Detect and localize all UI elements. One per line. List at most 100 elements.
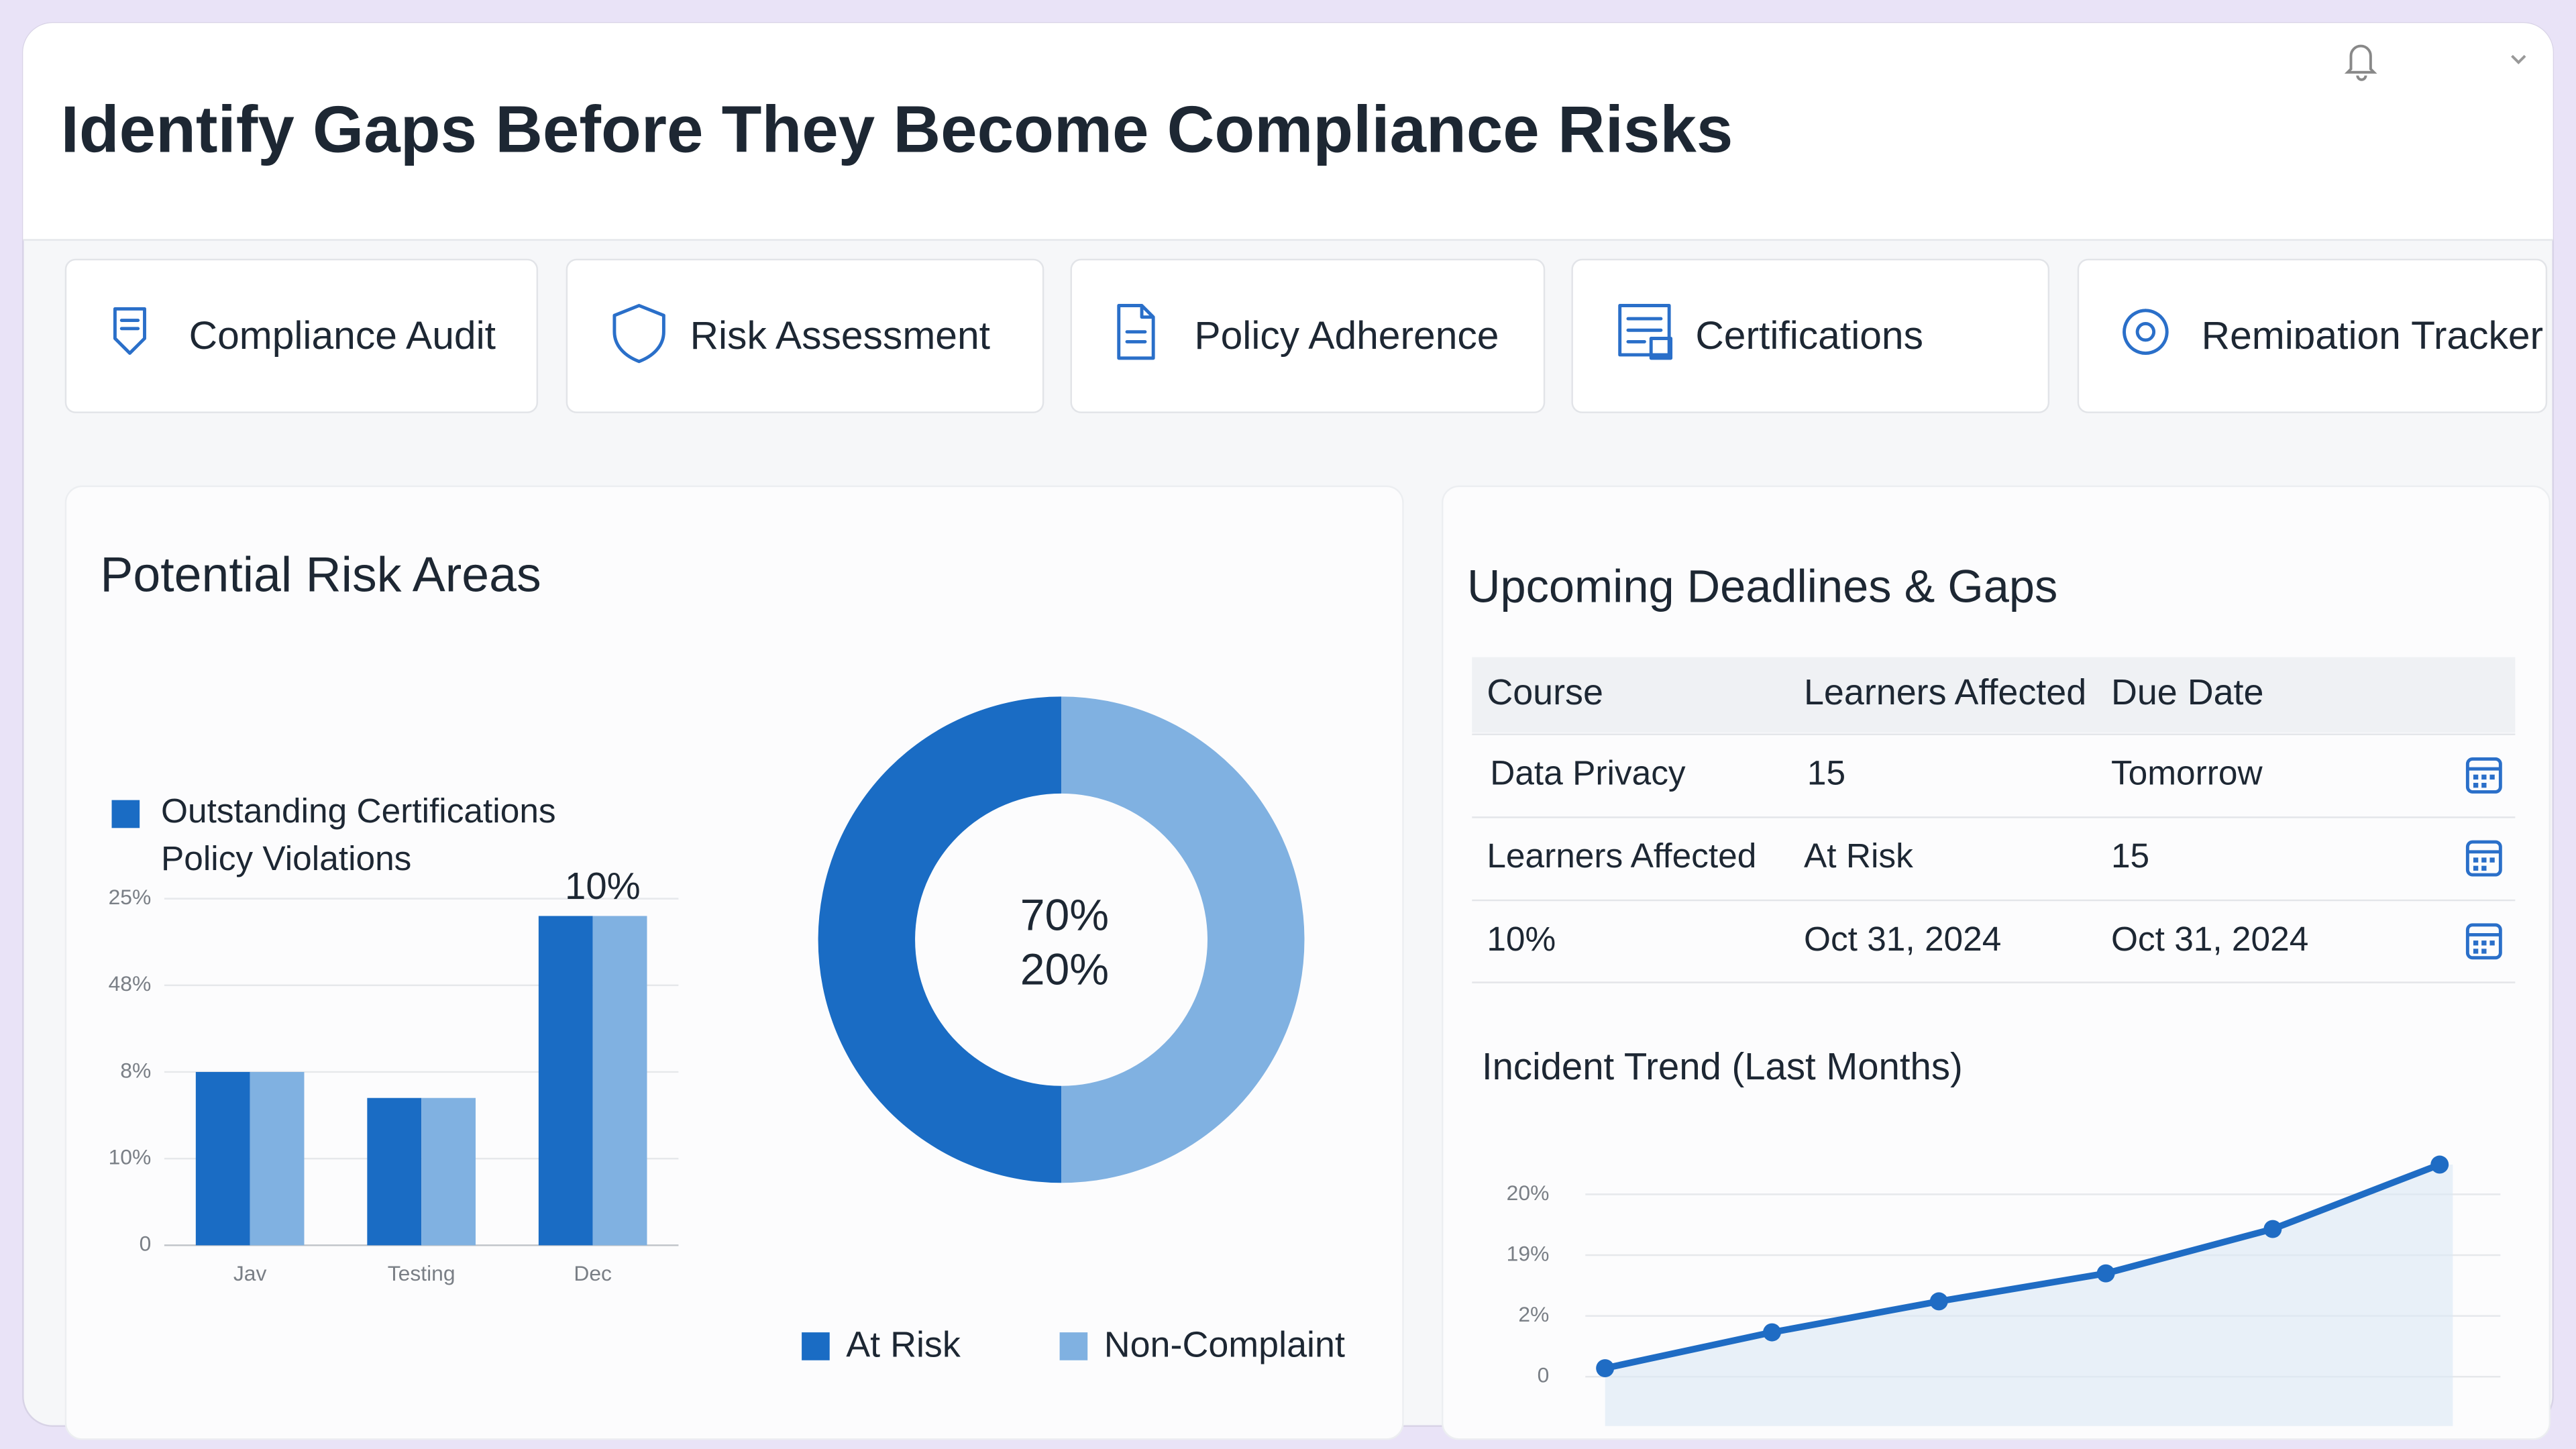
point bbox=[2263, 1220, 2282, 1238]
donut-center-label: 20% bbox=[1020, 945, 1109, 994]
calendar-dot bbox=[2481, 865, 2487, 871]
calendar-dot bbox=[2481, 949, 2487, 954]
tab-card bbox=[1571, 258, 2050, 413]
tab-label: Policy Adherence bbox=[1194, 314, 1499, 358]
calendar-frame bbox=[2465, 840, 2502, 877]
table-header: Due Date bbox=[2111, 672, 2264, 712]
legend-label: Policy Violations bbox=[161, 839, 411, 877]
point bbox=[1929, 1292, 1948, 1311]
calendar-dot bbox=[2481, 774, 2487, 780]
donut-slice bbox=[818, 696, 1062, 1183]
menu-chevron[interactable] bbox=[2511, 54, 2526, 64]
tab-label: Risk Assessment bbox=[690, 314, 990, 358]
calendar-dot bbox=[2473, 774, 2479, 780]
y-tick-label: 0 bbox=[1538, 1363, 1550, 1387]
table-cell: Tomorrow bbox=[2111, 753, 2263, 792]
tab[interactable]: Certifications bbox=[1571, 258, 2050, 413]
tab-label: Remiɒation Tracker bbox=[2202, 314, 2544, 358]
tab-card bbox=[2077, 258, 2548, 413]
page-title: Identify Gaps Before They Become Complia… bbox=[61, 93, 1733, 166]
bar bbox=[250, 1071, 305, 1246]
x-tick-label: Dec bbox=[574, 1261, 612, 1285]
dynamic-content: 0 10% 8% 48% 25% Jav Testing Dec Outstanding Cer… bbox=[109, 657, 2516, 1426]
bell-shape bbox=[2344, 44, 2377, 81]
annotation: 10% bbox=[565, 865, 641, 907]
bell-icon[interactable] bbox=[2344, 44, 2377, 81]
bar bbox=[592, 916, 647, 1246]
legend-swatch bbox=[111, 800, 140, 828]
point bbox=[1763, 1323, 1781, 1342]
tab-icon bbox=[2123, 309, 2169, 355]
calendar-frame bbox=[2465, 923, 2502, 960]
tab[interactable]: Remiɒation Tracker bbox=[2077, 258, 2548, 413]
tab[interactable]: Policy Adherence bbox=[1070, 258, 1546, 413]
table-cell: 15 bbox=[2111, 836, 2149, 875]
y-tick-label: 8% bbox=[120, 1058, 151, 1082]
panel-title: Potential Risk Areas bbox=[100, 546, 541, 602]
tab-label: Compliance Audit bbox=[189, 314, 496, 358]
calendar-dot bbox=[2473, 941, 2479, 946]
point bbox=[2096, 1264, 2115, 1283]
tab-icon bbox=[113, 307, 146, 355]
legend-swatch bbox=[802, 1332, 830, 1360]
table-cell: Learners Affected bbox=[1487, 836, 1756, 875]
point bbox=[2430, 1155, 2449, 1174]
table-header: Learners Affected bbox=[1804, 672, 2086, 712]
tab[interactable]: Risk Assessment bbox=[566, 258, 1044, 413]
calendar-dot bbox=[2473, 857, 2479, 863]
risk-panel bbox=[64, 485, 1404, 1440]
tab-icon bbox=[612, 304, 665, 364]
bar bbox=[195, 1071, 250, 1246]
donut-center-label: 70% bbox=[1020, 890, 1109, 940]
calendar-dot bbox=[2489, 941, 2495, 946]
x-tick-label: Testing bbox=[388, 1261, 455, 1285]
table-header: Course bbox=[1487, 672, 1603, 712]
tab-bar: Compliance Audit Risk Assessment Policy Ad… bbox=[64, 258, 2548, 413]
calendar-dot bbox=[2473, 782, 2479, 788]
area bbox=[1605, 1165, 2453, 1426]
calendar-frame bbox=[2465, 757, 2502, 794]
point bbox=[1596, 1359, 1615, 1378]
tab-card bbox=[64, 258, 539, 413]
section-title: Incident Trend (Last Months) bbox=[1482, 1045, 1963, 1087]
bar bbox=[538, 916, 593, 1246]
table-header-bg bbox=[1472, 657, 2516, 733]
table-cell: Oct 31, 2024 bbox=[2111, 919, 2308, 958]
y-tick-label: 19% bbox=[1507, 1241, 1550, 1265]
x-tick-label: Jav bbox=[233, 1261, 267, 1285]
calendar-dot bbox=[2473, 949, 2479, 954]
calendar-icon[interactable] bbox=[2465, 923, 2502, 960]
table-cell: Data Privacy bbox=[1490, 753, 1686, 792]
table-cell: Oct 31, 2024 bbox=[1804, 919, 2001, 958]
calendar-icon[interactable] bbox=[2465, 757, 2502, 794]
calendar-dot bbox=[2481, 857, 2487, 863]
y-tick-label: 25% bbox=[109, 885, 152, 909]
tab-label: Certifications bbox=[1695, 314, 1923, 358]
tab[interactable]: Compliance Audit bbox=[64, 258, 539, 413]
bar bbox=[367, 1097, 422, 1246]
calendar-dot bbox=[2489, 774, 2495, 780]
table-cell: 10% bbox=[1487, 919, 1556, 958]
legend-label: Outstanding Certifications bbox=[161, 791, 556, 830]
calendar-dot bbox=[2481, 941, 2487, 946]
tab-card bbox=[1070, 258, 1546, 413]
calendar-dot bbox=[2489, 857, 2495, 863]
y-tick-label: 2% bbox=[1518, 1302, 1549, 1326]
tab-icon bbox=[1117, 304, 1155, 360]
tab-icon bbox=[1618, 304, 1673, 360]
y-tick-label: 48% bbox=[109, 971, 152, 996]
table-cell: At Risk bbox=[1804, 836, 1913, 875]
legend-label: At Risk bbox=[846, 1324, 961, 1364]
y-tick-label: 20% bbox=[1507, 1181, 1550, 1205]
calendar-icon[interactable] bbox=[2465, 840, 2502, 877]
header-bar bbox=[23, 23, 2553, 240]
tab-card bbox=[566, 258, 1044, 413]
calendar-dot bbox=[2481, 782, 2487, 788]
legend-swatch bbox=[1059, 1332, 1088, 1360]
table-cell: 15 bbox=[1807, 753, 1845, 792]
y-tick-label: 10% bbox=[109, 1145, 152, 1169]
legend-label: Non-Complaint bbox=[1104, 1324, 1345, 1364]
panel-title: Upcoming Deadlines & Gaps bbox=[1467, 560, 2057, 612]
bar bbox=[421, 1097, 476, 1246]
